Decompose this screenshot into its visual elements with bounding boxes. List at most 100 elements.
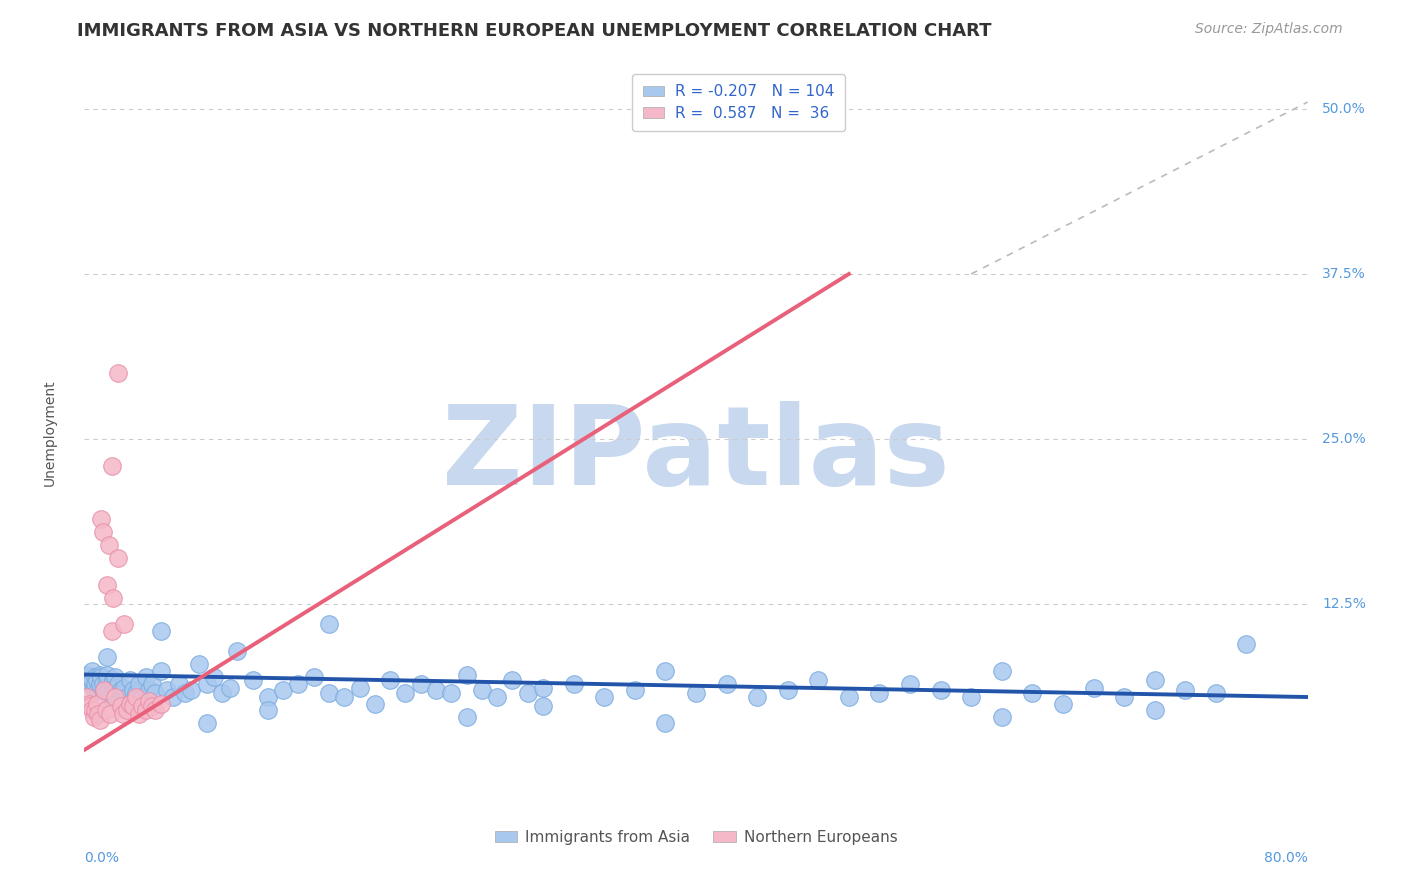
Point: [80, 703, 103, 717]
Point: [349, 681, 371, 695]
Point: [685, 686, 707, 700]
Point: [84, 670, 107, 684]
Point: [96, 667, 118, 681]
Point: [271, 683, 294, 698]
Point: [115, 703, 138, 717]
Point: [111, 686, 134, 700]
Point: [96, 650, 118, 665]
Point: [125, 690, 148, 704]
Point: [98, 707, 121, 722]
Point: [131, 699, 153, 714]
Point: [103, 673, 125, 687]
Point: [89, 667, 111, 681]
Point: [1205, 686, 1227, 700]
Point: [180, 683, 202, 698]
Point: [654, 664, 676, 678]
Point: [101, 624, 124, 638]
Point: [112, 617, 135, 632]
Point: [898, 677, 921, 691]
Text: 37.5%: 37.5%: [1322, 267, 1367, 281]
Point: [929, 683, 952, 698]
Point: [125, 686, 148, 700]
Point: [87, 707, 110, 722]
Point: [94, 703, 117, 717]
Point: [242, 673, 264, 687]
Point: [471, 683, 494, 698]
Point: [83, 681, 105, 695]
Point: [122, 683, 145, 698]
Point: [174, 686, 197, 700]
Point: [991, 710, 1014, 724]
Point: [149, 697, 172, 711]
Point: [593, 690, 616, 704]
Point: [156, 683, 179, 698]
Point: [456, 710, 478, 724]
Text: 25.0%: 25.0%: [1322, 433, 1367, 446]
Point: [90, 511, 112, 525]
Point: [75, 673, 97, 687]
Point: [960, 690, 983, 704]
Point: [747, 690, 769, 704]
Point: [1052, 697, 1074, 711]
Point: [1143, 703, 1166, 717]
Point: [93, 683, 115, 698]
Point: [120, 697, 142, 711]
Point: [110, 683, 132, 698]
Point: [93, 683, 115, 698]
Point: [97, 538, 120, 552]
Point: [80, 673, 103, 687]
Point: [122, 699, 145, 714]
Point: [77, 697, 100, 711]
Point: [94, 686, 117, 700]
Point: [105, 681, 128, 695]
Text: ZIPatlas: ZIPatlas: [441, 401, 950, 508]
Point: [111, 707, 134, 722]
Point: [394, 686, 416, 700]
Point: [162, 690, 184, 704]
Point: [112, 681, 135, 695]
Point: [654, 716, 676, 731]
Point: [440, 686, 463, 700]
Point: [96, 673, 118, 687]
Point: [202, 670, 225, 684]
Point: [84, 703, 107, 717]
Point: [104, 690, 127, 704]
Point: [143, 703, 166, 717]
Point: [318, 686, 340, 700]
Point: [131, 690, 153, 704]
Point: [226, 644, 249, 658]
Point: [1236, 637, 1258, 651]
Point: [96, 577, 118, 591]
Point: [486, 690, 509, 704]
Text: 12.5%: 12.5%: [1322, 598, 1367, 612]
Point: [107, 551, 129, 566]
Point: [86, 697, 108, 711]
Point: [502, 673, 524, 687]
Point: [409, 677, 432, 691]
Point: [195, 716, 218, 731]
Point: [456, 667, 478, 681]
Point: [101, 458, 124, 473]
Point: [380, 673, 402, 687]
Point: [1143, 673, 1166, 687]
Point: [91, 677, 114, 691]
Point: [624, 683, 647, 698]
Legend: Immigrants from Asia, Northern Europeans: Immigrants from Asia, Northern Europeans: [488, 823, 904, 851]
Point: [87, 683, 110, 698]
Point: [110, 699, 132, 714]
Point: [101, 677, 124, 691]
Point: [77, 670, 100, 684]
Point: [104, 670, 127, 684]
Point: [188, 657, 211, 671]
Point: [98, 690, 121, 704]
Point: [1174, 683, 1197, 698]
Text: 0.0%: 0.0%: [84, 851, 120, 865]
Point: [141, 677, 163, 691]
Text: Unemployment: Unemployment: [44, 379, 58, 486]
Text: 50.0%: 50.0%: [1322, 102, 1367, 116]
Point: [531, 699, 554, 714]
Point: [128, 707, 150, 722]
Point: [103, 591, 125, 605]
Point: [776, 683, 799, 698]
Point: [79, 699, 101, 714]
